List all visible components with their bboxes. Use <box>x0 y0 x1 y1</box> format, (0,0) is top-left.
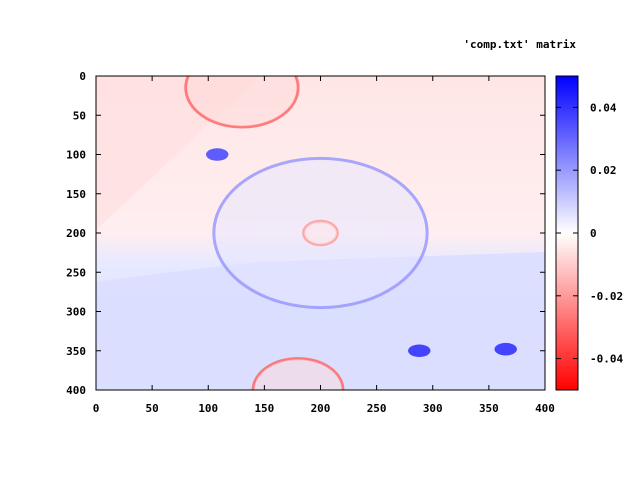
positive-region <box>96 252 545 390</box>
x-tick-label: 400 <box>535 402 555 415</box>
x-tick-label: 150 <box>254 402 274 415</box>
chart-title: 'comp.txt' matrix <box>463 38 576 51</box>
ring-feature-4 <box>212 156 429 310</box>
y-tick-label: 200 <box>66 227 86 240</box>
y-tick-label: 100 <box>66 149 86 162</box>
x-tick-label: 50 <box>146 402 159 415</box>
ring-feature-5 <box>302 219 339 247</box>
colorbar-tick-label: 0.02 <box>590 164 617 177</box>
blob-feature-6 <box>408 344 431 358</box>
ring-fill-8 <box>254 359 343 390</box>
colorbar-axis: 0.04 0.02 0 -0.02 -0.04 <box>556 101 623 366</box>
heatmap-features <box>184 76 517 390</box>
x-tick-label: 100 <box>198 402 218 415</box>
y-tick-label: 150 <box>66 188 86 201</box>
colorbar-tick-label: 0.04 <box>590 101 617 114</box>
y-tick-label: 300 <box>66 306 86 319</box>
x-axis: 0 50 100 150 200 250 300 350 400 <box>93 76 555 415</box>
x-tick-label: 350 <box>479 402 499 415</box>
ring-fill-2 <box>186 76 297 127</box>
ring-fill-5 <box>303 221 338 245</box>
y-tick-label: 50 <box>73 109 86 122</box>
x-tick-label: 0 <box>93 402 100 415</box>
y-tick-label: 400 <box>66 384 86 397</box>
ring-feature-8 <box>251 357 345 390</box>
y-tick-label: 0 <box>79 70 86 83</box>
y-axis: 0 50 100 150 200 250 300 350 400 <box>66 70 545 397</box>
x-tick-label: 300 <box>423 402 443 415</box>
blob-feature-3 <box>206 148 229 161</box>
y-tick-label: 350 <box>66 345 86 358</box>
blob-feature-7 <box>494 342 517 356</box>
x-tick-label: 250 <box>367 402 387 415</box>
colorbar-tick-label: 0 <box>590 227 597 240</box>
colorbar-tick-label: -0.04 <box>590 353 623 366</box>
y-tick-label: 250 <box>66 266 86 279</box>
x-tick-label: 200 <box>311 402 331 415</box>
colorbar-tick-label: -0.02 <box>590 290 623 303</box>
ring-feature-2 <box>184 76 300 129</box>
